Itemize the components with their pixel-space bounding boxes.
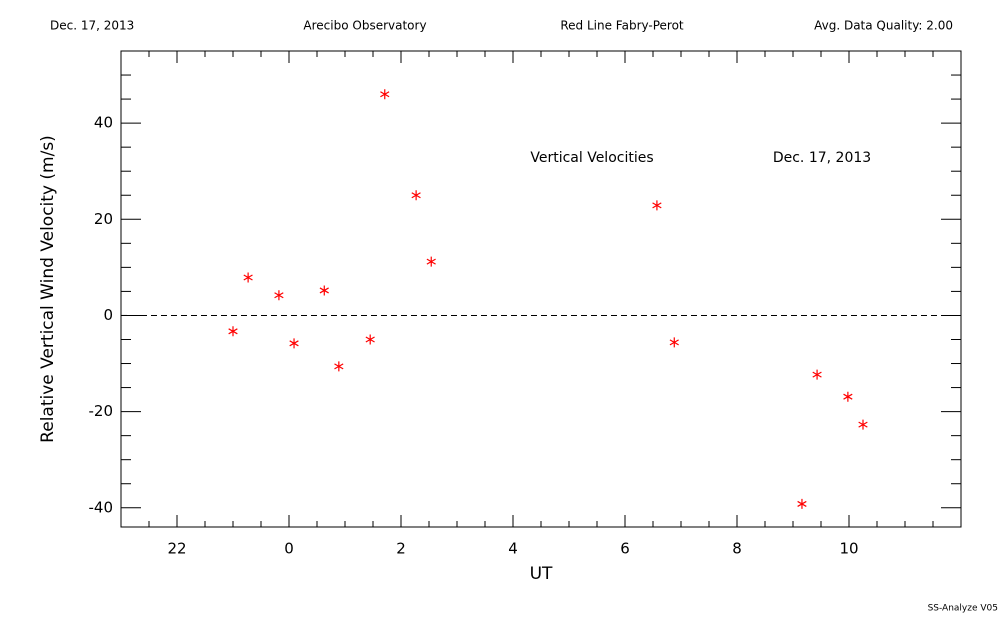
point — [319, 285, 329, 296]
y-tick-label: -20 — [89, 402, 114, 420]
header-site: Arecibo Observatory — [303, 19, 426, 33]
point — [426, 256, 436, 267]
header-instrument: Red Line Fabry-Perot — [560, 19, 684, 33]
annotation: Dec. 17, 2013 — [773, 150, 871, 166]
annotation: Vertical Velocities — [530, 150, 653, 166]
point — [380, 89, 390, 100]
point — [652, 200, 662, 211]
point — [858, 419, 868, 430]
y-axis-label: Relative Vertical Wind Velocity (m/s) — [38, 135, 58, 443]
x-tick-label: 22 — [167, 540, 186, 558]
point — [812, 369, 822, 380]
point — [228, 326, 238, 337]
x-axis-label: UT — [530, 564, 553, 584]
x-tick-label: 10 — [839, 540, 858, 558]
point — [334, 361, 344, 372]
point — [669, 337, 679, 348]
point — [289, 338, 299, 349]
y-tick-label: 20 — [94, 210, 113, 228]
x-tick-label: 2 — [396, 540, 406, 558]
y-tick-label: -40 — [89, 498, 114, 516]
header-quality: Avg. Data Quality: 2.00 — [814, 19, 953, 33]
x-tick-label: 4 — [508, 540, 518, 558]
point — [797, 498, 807, 509]
x-tick-label: 0 — [284, 540, 294, 558]
point — [243, 272, 253, 283]
point — [843, 391, 853, 402]
footer: SS-Analyze V05 — [928, 604, 998, 614]
point — [411, 190, 421, 201]
plot-frame — [120, 50, 962, 528]
y-tick-label: 0 — [103, 306, 113, 324]
header-date: Dec. 17, 2013 — [50, 19, 134, 33]
x-tick-label: 8 — [732, 540, 742, 558]
point — [365, 334, 375, 345]
y-tick-label: 40 — [94, 114, 113, 132]
point — [274, 290, 284, 301]
x-tick-label: 6 — [620, 540, 630, 558]
